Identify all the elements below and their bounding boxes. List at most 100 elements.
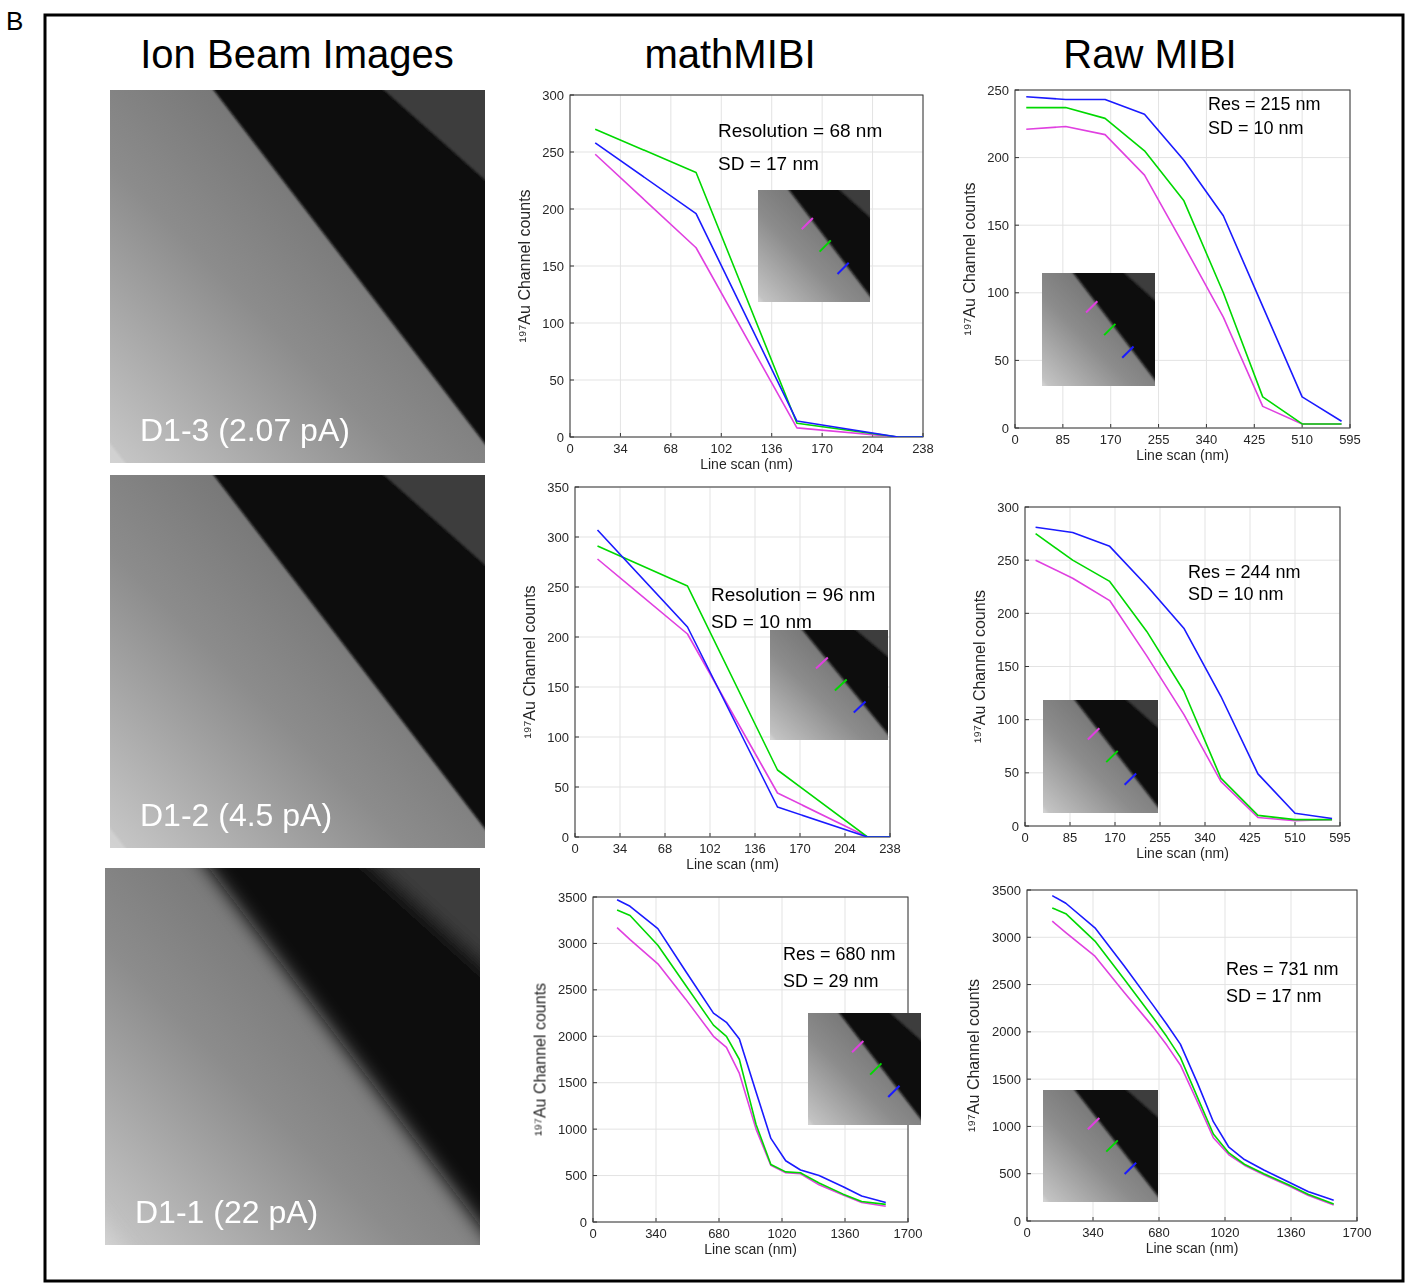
x-tick-label: 0 (1011, 432, 1018, 447)
image-bright-corner (808, 1105, 822, 1125)
data-line (595, 143, 923, 437)
tick-mark (570, 323, 574, 324)
grid-line (1027, 1079, 1357, 1080)
grid-line (710, 487, 711, 837)
y-tick-label: 100 (987, 285, 1009, 300)
x-tick-label: 1020 (768, 1226, 797, 1241)
grid-line (1158, 90, 1159, 428)
x-tick-label: 0 (589, 1226, 596, 1241)
y-tick-label: 3500 (558, 890, 587, 905)
grid-line (593, 1175, 908, 1176)
plot-frame (1027, 890, 1357, 1221)
grid-line (1291, 890, 1292, 1221)
x-tick-label: 1360 (831, 1226, 860, 1241)
y-tick-label: 500 (999, 1166, 1021, 1181)
x-tick-label: 136 (744, 841, 766, 856)
grid-line (620, 487, 621, 837)
panel-label: B (6, 6, 23, 36)
annotation: Res = 731 nm (1226, 959, 1339, 979)
tick-mark (1015, 157, 1019, 158)
x-tick-label: 102 (699, 841, 721, 856)
tick-mark (719, 1218, 720, 1222)
x-tick-label: 85 (1063, 830, 1077, 845)
inset-scan-mark (1125, 1163, 1137, 1174)
grid-line (656, 897, 657, 1222)
tick-mark (575, 637, 579, 638)
tick-mark (570, 380, 574, 381)
y-tick-label: 1500 (992, 1072, 1021, 1087)
grid-line (1015, 225, 1350, 226)
x-tick-label: 170 (1104, 830, 1126, 845)
x-tick-label: 0 (571, 841, 578, 856)
annotation: Res = 680 nm (783, 944, 896, 964)
tick-mark (1062, 424, 1063, 428)
image-content (110, 475, 485, 848)
figure-svg: BIon Beam ImagesmathMIBIRaw MIBID1-3 (2.… (0, 0, 1413, 1287)
tick-mark (575, 687, 579, 688)
grid-line (1027, 984, 1357, 985)
panel-frame (45, 15, 1403, 1281)
y-tick-label: 0 (557, 430, 564, 445)
y-tick-label: 150 (547, 680, 569, 695)
tick-mark (1027, 937, 1031, 938)
tick-mark (1027, 1173, 1031, 1174)
y-tick-label: 0 (580, 1215, 587, 1230)
annotation: Res = 244 nm (1188, 562, 1301, 582)
y-tick-label: 300 (542, 88, 564, 103)
tick-mark (800, 833, 801, 837)
data-group (1026, 97, 1341, 424)
image-content (1043, 700, 1158, 813)
inset-image (1043, 1090, 1158, 1202)
y-tick-label: 250 (542, 145, 564, 160)
tick-mark (570, 266, 574, 267)
tick-mark (1160, 822, 1161, 826)
tick-mark (1025, 613, 1029, 614)
x-tick-label: 204 (862, 441, 884, 456)
tick-mark (1027, 1031, 1031, 1032)
inset-scan-mark (1086, 301, 1097, 312)
y-tick-label: 0 (1002, 421, 1009, 436)
grid-line (1027, 937, 1357, 938)
image-dark-band (185, 90, 485, 463)
column-title: mathMIBI (644, 32, 815, 76)
annotation: SD = 10 nm (1188, 584, 1284, 604)
tick-mark (593, 943, 597, 944)
x-axis-title: Line scan (nm) (686, 856, 779, 872)
tick-mark (755, 833, 756, 837)
tick-mark (1291, 1217, 1292, 1221)
image-dark-band (780, 190, 870, 302)
x-tick-label: 595 (1339, 432, 1361, 447)
data-line (1036, 527, 1332, 818)
y-tick-label: 50 (995, 353, 1009, 368)
y-tick-label: 2500 (992, 977, 1021, 992)
x-axis-title: Line scan (nm) (700, 456, 793, 472)
tick-mark (593, 1036, 597, 1037)
tick-mark (1025, 772, 1029, 773)
inset-scan-mark (816, 658, 828, 669)
x-tick-label: 170 (1100, 432, 1122, 447)
inset-image (758, 190, 870, 302)
tick-mark (593, 1129, 597, 1130)
y-tick-label: 150 (997, 659, 1019, 674)
annotation: SD = 10 nm (1208, 118, 1304, 138)
image-dark-band (831, 1013, 921, 1125)
inset-scan-mark (820, 240, 831, 251)
ion-beam-image (110, 475, 485, 848)
x-tick-label: 1700 (1343, 1225, 1372, 1240)
image-content (770, 630, 888, 740)
grid-line (570, 266, 923, 267)
tick-mark (1254, 424, 1255, 428)
y-tick-label: 300 (997, 500, 1019, 515)
tick-mark (721, 433, 722, 437)
tick-mark (570, 209, 574, 210)
inset-scan-mark (870, 1063, 881, 1074)
image-label: D1-3 (2.07 pA) (140, 412, 350, 448)
annotation: Resolution = 96 nm (711, 584, 875, 605)
x-tick-label: 136 (761, 441, 783, 456)
grid-line (719, 897, 720, 1222)
x-tick-label: 255 (1148, 432, 1170, 447)
plot-frame (1015, 90, 1350, 428)
data-line (1036, 534, 1332, 820)
x-tick-label: 85 (1056, 432, 1070, 447)
image-content (758, 190, 870, 302)
